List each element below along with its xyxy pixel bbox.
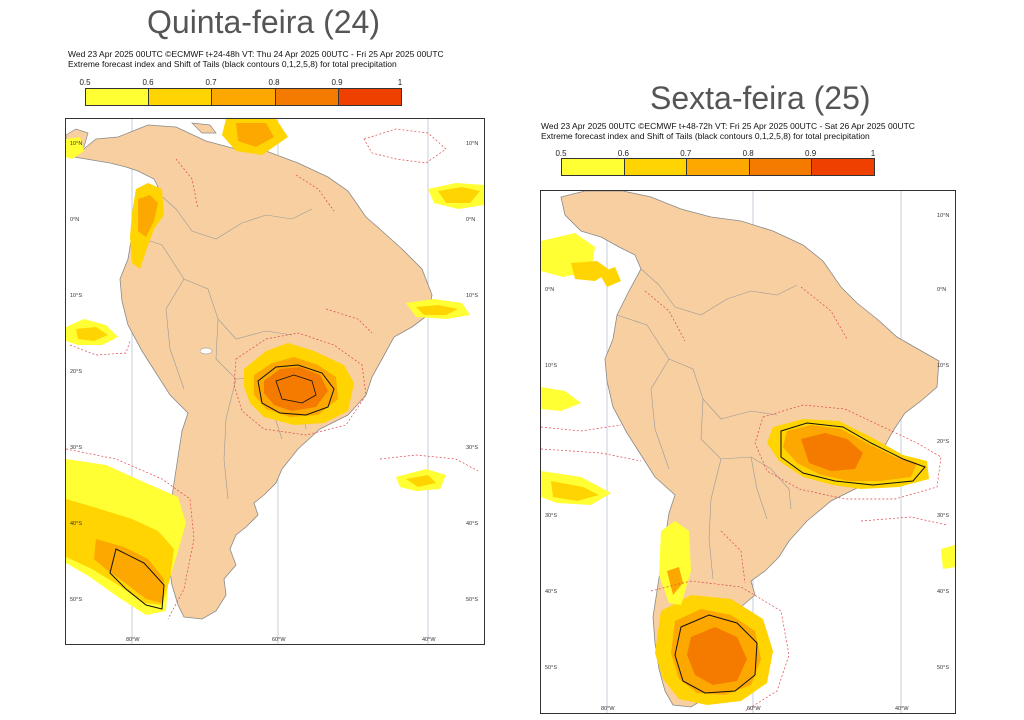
right-colorbar-ticks: 0.5 0.6 0.7 0.8 0.9 1 [555,149,876,159]
lat-label: 50°S [545,665,557,671]
colorbar-swatch [338,89,402,105]
colorbar-tick: 0.7 [680,149,692,158]
right-colorbar [561,158,875,176]
colorbar-tick: 0.5 [79,78,91,87]
lat-label: 10°S [466,293,478,299]
colorbar-swatch [149,89,213,105]
lat-label: 50°S [937,665,949,671]
colorbar-tick: 1 [397,78,403,87]
lat-label: 40°S [466,521,478,527]
lon-label: 40°W [422,637,436,643]
colorbar-swatch [749,159,813,175]
colorbar-swatch [562,159,625,175]
right-header-line2: Extreme forecast index and Shift of Tail… [541,131,870,141]
lat-label: 10°S [937,363,949,369]
colorbar-tick: 0.9 [805,149,817,158]
lat-label: 40°S [937,589,949,595]
lon-label: 60°W [272,637,286,643]
lat-label: 50°S [70,597,82,603]
colorbar-tick: 0.8 [268,78,280,87]
lat-label: 20°S [70,369,82,375]
lat-label: 0°N [937,287,946,293]
lon-label: 60°W [747,706,761,712]
colorbar-tick: 0.8 [742,149,754,158]
colorbar-tick: 0.7 [205,78,217,87]
lon-label: 80°W [126,637,140,643]
colorbar-swatch [624,159,688,175]
left-colorbar-ticks: 0.5 0.6 0.7 0.8 0.9 1 [79,78,403,88]
colorbar-swatch [275,89,339,105]
colorbar-swatch [212,89,276,105]
lat-label: 0°N [545,287,554,293]
right-panel-title: Sexta-feira (25) [650,80,871,116]
colorbar-swatch [86,89,150,105]
lat-label: 40°S [545,589,557,595]
lat-label: 10°N [937,213,949,219]
lat-label: 30°S [545,513,557,519]
colorbar-tick: 0.5 [555,149,567,158]
colorbar-tick: 0.9 [331,78,343,87]
colorbar-swatch [687,159,750,175]
lat-label: 10°N [70,141,82,147]
colorbar-tick: 1 [870,149,876,158]
lat-label: 0°N [466,217,475,223]
lat-label: 40°S [70,521,82,527]
lat-label: 10°N [466,141,478,147]
lat-label: 10°S [70,293,82,299]
colorbar-tick: 0.6 [142,78,154,87]
lat-label: 20°S [937,439,949,445]
colorbar-tick: 0.6 [617,149,629,158]
right-header-line1: Wed 23 Apr 2025 00UTC ©ECMWF t+48-72h VT… [541,121,915,131]
left-colorbar [85,88,402,106]
lat-label: 0°N [70,217,79,223]
lat-label: 30°S [70,445,82,451]
left-panel-title: Quinta-feira (24) [147,4,380,40]
lat-label: 10°S [545,363,557,369]
colorbar-swatch [812,159,874,175]
lon-label: 40°W [895,706,909,712]
left-map: 80°W 60°W 40°W 10°N 0°N 10°S 20°S 30°S 4… [65,118,485,645]
left-header-line2: Extreme forecast index and Shift of Tail… [68,59,397,69]
lat-label: 30°S [466,445,478,451]
left-header-line1: Wed 23 Apr 2025 00UTC ©ECMWF t+24-48h VT… [68,49,444,59]
lat-label: 50°S [466,597,478,603]
right-map: 80°W 60°W 40°W 10°N 0°N 10°S 20°S 30°S 4… [540,190,956,714]
lat-label: 30°S [937,513,949,519]
lon-label: 80°W [601,706,615,712]
